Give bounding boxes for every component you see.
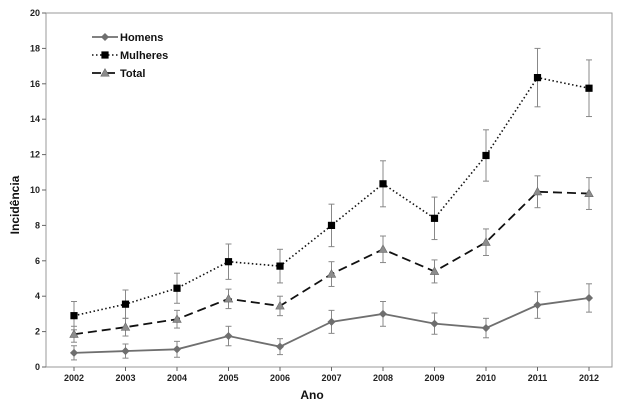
data-point-total	[481, 237, 491, 246]
data-point-total	[120, 322, 131, 331]
data-point-mulheres	[327, 221, 336, 229]
x-tick-label: 2009	[424, 373, 444, 383]
data-point-homens	[378, 309, 388, 318]
data-point-total	[69, 329, 79, 338]
data-point-total	[172, 314, 182, 323]
data-point-total	[532, 186, 543, 196]
x-axis-ticks: 2002 2003 2004 2005 2006 2007 2008 2009 2010 2011…	[64, 367, 599, 383]
y-tick-label: 12	[30, 150, 40, 160]
x-tick-label: 2004	[167, 373, 187, 383]
x-tick-label: 2012	[579, 373, 599, 383]
legend-marker-homens	[100, 32, 110, 42]
x-tick-label: 2011	[528, 373, 548, 383]
data-point-homens	[224, 332, 233, 341]
x-tick-label: 2003	[115, 373, 135, 383]
data-point-total	[584, 188, 594, 198]
x-axis-title: Ano	[300, 388, 323, 402]
data-point-total	[275, 300, 285, 310]
data-point-homens	[275, 342, 285, 351]
data-point-mulheres	[585, 84, 593, 92]
y-tick-label: 6	[35, 256, 40, 266]
data-point-mulheres	[276, 262, 284, 270]
data-point-mulheres	[173, 284, 181, 292]
x-tick-label: 2005	[218, 373, 238, 383]
data-point-total	[326, 269, 337, 278]
y-tick-label: 20	[30, 8, 40, 18]
data-point-homens	[327, 317, 336, 326]
data-point-mulheres	[482, 151, 490, 160]
series-layer	[69, 47, 594, 361]
y-tick-label: 14	[30, 114, 40, 124]
y-tick-label: 0	[35, 362, 40, 372]
data-point-homens	[121, 347, 130, 356]
plot-frame	[45, 12, 613, 368]
axes	[45, 12, 613, 368]
y-tick-label: 4	[35, 291, 40, 301]
y-axis-ticks: 0 2 4 6 8 10 12 14 16 18 20	[30, 8, 46, 372]
data-point-mulheres	[379, 180, 387, 188]
legend: Homens Mulheres Total	[92, 32, 168, 80]
data-point-total	[378, 244, 388, 253]
legend-label-mulheres: Mulheres	[120, 50, 168, 62]
data-point-homens	[481, 324, 491, 333]
data-point-homens	[69, 348, 79, 357]
x-tick-label: 2010	[476, 373, 496, 383]
data-point-total	[429, 266, 440, 275]
x-tick-label: 2007	[321, 373, 341, 383]
y-tick-label: 10	[30, 185, 40, 195]
y-tick-label: 18	[30, 43, 40, 53]
data-point-homens	[533, 301, 542, 310]
x-tick-label: 2002	[64, 373, 84, 383]
data-point-mulheres	[533, 74, 542, 82]
data-point-mulheres	[121, 300, 130, 308]
legend-marker-total	[100, 67, 110, 77]
legend-label-total: Total	[120, 68, 145, 80]
data-point-total	[223, 293, 234, 303]
legend-label-homens: Homens	[120, 32, 163, 44]
data-point-homens	[172, 345, 182, 354]
y-tick-label: 16	[30, 79, 40, 89]
data-point-mulheres	[70, 312, 78, 320]
y-axis-title: Incidência	[8, 175, 22, 234]
series-line-mulheres	[73, 76, 590, 317]
series-homens	[69, 283, 594, 361]
data-point-homens	[430, 319, 439, 328]
x-tick-label: 2008	[373, 373, 393, 383]
y-tick-label: 2	[35, 327, 40, 337]
data-point-mulheres	[430, 214, 439, 222]
series-total	[69, 175, 594, 343]
legend-marker-mulheres	[101, 51, 109, 59]
y-tick-label: 8	[35, 220, 40, 230]
data-point-mulheres	[224, 258, 233, 266]
x-tick-label: 2006	[270, 373, 290, 383]
data-point-homens	[584, 293, 594, 302]
series-mulheres	[70, 47, 593, 331]
